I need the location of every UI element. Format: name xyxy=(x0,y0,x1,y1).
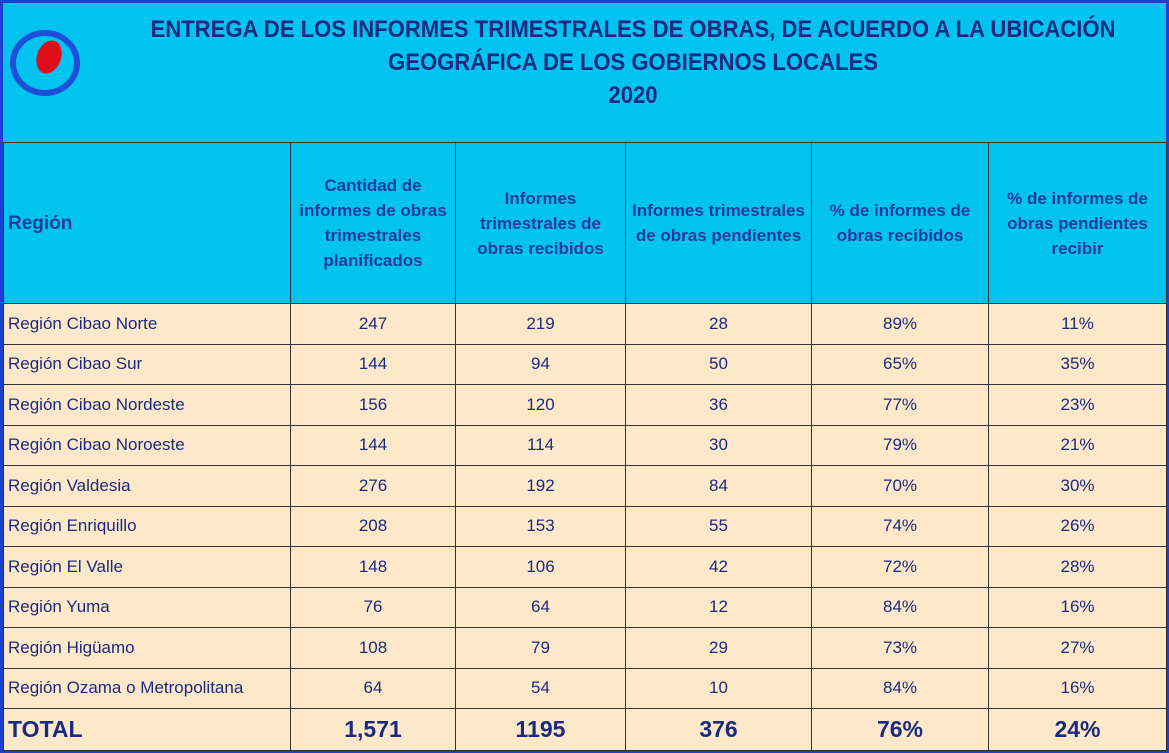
cell: 247 xyxy=(290,303,456,345)
table: Región Cantidad de informes de obras trim… xyxy=(3,142,1167,751)
column-header: % de informes de obras recibidos xyxy=(811,142,989,304)
cell: 73% xyxy=(811,627,989,669)
cell: Región Yuma xyxy=(3,586,291,628)
cell: 76 xyxy=(290,586,456,628)
cell: 64 xyxy=(455,586,626,628)
column-header: Cantidad de informes de obras trimestral… xyxy=(290,142,456,304)
total-row: TOTAL 1,571 1195 376 76% 24% xyxy=(3,708,1167,751)
cell: 55 xyxy=(625,505,812,547)
row: Región Cibao Norte 247 219 28 89% 11% xyxy=(3,303,1167,345)
logo xyxy=(10,30,80,96)
cell: 84% xyxy=(811,667,989,709)
cell: 208 xyxy=(290,505,456,547)
cell: 108 xyxy=(290,627,456,669)
cell: 28 xyxy=(625,303,812,345)
total-cell: 24% xyxy=(988,708,1167,751)
row: Región Enriquillo 208 153 55 74% 26% xyxy=(3,505,1167,547)
logo-ring xyxy=(10,30,80,96)
title-line: ENTREGA DE LOS INFORMES TRIMESTRALES DE … xyxy=(150,16,1116,43)
total-cell: 76% xyxy=(811,708,989,751)
cell: 106 xyxy=(455,546,626,588)
cell: 28% xyxy=(988,546,1167,588)
cell: 89% xyxy=(811,303,989,345)
row: Región El Valle 148 106 42 72% 28% xyxy=(3,546,1167,588)
row: Región Cibao Nordeste 156 120 36 77% 23% xyxy=(3,384,1167,426)
total-cell: TOTAL xyxy=(3,708,291,751)
cell: Región Higüamo xyxy=(3,627,291,669)
cell: 35% xyxy=(988,343,1167,385)
cell: Región Cibao Sur xyxy=(3,343,291,385)
column-header: Informes trimestrales de obras pendiente… xyxy=(625,142,812,304)
column-header: % de informes de obras pendientes recibi… xyxy=(988,142,1167,304)
cell: 21% xyxy=(988,424,1167,466)
cell: 120 xyxy=(455,384,626,426)
logo-dot xyxy=(36,40,62,74)
cell: 36 xyxy=(625,384,812,426)
cell: 74% xyxy=(811,505,989,547)
cell: 11% xyxy=(988,303,1167,345)
title-line: GEOGRÁFICA DE LOS GOBIERNOS LOCALES xyxy=(388,49,878,76)
cell: 26% xyxy=(988,505,1167,547)
column-header: Informes trimestrales de obras recibidos xyxy=(455,142,626,304)
cell: Región Ozama o Metropolitana xyxy=(3,667,291,709)
cell: Región Cibao Nordeste xyxy=(3,384,291,426)
cell: 16% xyxy=(988,586,1167,628)
cell: 12 xyxy=(625,586,812,628)
row: Región Yuma 76 64 12 84% 16% xyxy=(3,586,1167,628)
cell: 219 xyxy=(455,303,626,345)
title: ENTREGA DE LOS INFORMES TRIMESTRALES DE … xyxy=(145,13,1120,112)
cell: 114 xyxy=(455,424,626,466)
cell: 64 xyxy=(290,667,456,709)
cell: 84% xyxy=(811,586,989,628)
cell: 79 xyxy=(455,627,626,669)
cell: 10 xyxy=(625,667,812,709)
cell: 77% xyxy=(811,384,989,426)
cell: 276 xyxy=(290,465,456,507)
title-line: 2020 xyxy=(608,82,658,109)
cell: 54 xyxy=(455,667,626,709)
cell: 23% xyxy=(988,384,1167,426)
cell: 42 xyxy=(625,546,812,588)
cell: 30% xyxy=(988,465,1167,507)
total-cell: 376 xyxy=(625,708,812,751)
row: Región Ozama o Metropolitana 64 54 10 84% 16% xyxy=(3,667,1167,709)
header-row: Región Cantidad de informes de obras trim… xyxy=(3,142,1167,304)
cell: 79% xyxy=(811,424,989,466)
cell: 70% xyxy=(811,465,989,507)
cell: 50 xyxy=(625,343,812,385)
cell: 84 xyxy=(625,465,812,507)
cell: Región Valdesia xyxy=(3,465,291,507)
cell: 192 xyxy=(455,465,626,507)
row: Región Higüamo 108 79 29 73% 27% xyxy=(3,627,1167,669)
cell: 148 xyxy=(290,546,456,588)
cell: 30 xyxy=(625,424,812,466)
total-cell: 1,571 xyxy=(290,708,456,751)
column-header: Región xyxy=(3,142,291,304)
cell: 144 xyxy=(290,343,456,385)
total-cell: 1195 xyxy=(455,708,626,751)
cell: 27% xyxy=(988,627,1167,669)
cell: Región Enriquillo xyxy=(3,505,291,547)
row: Región Valdesia 276 192 84 70% 30% xyxy=(3,465,1167,507)
cell: 72% xyxy=(811,546,989,588)
cell: 65% xyxy=(811,343,989,385)
cell: 94 xyxy=(455,343,626,385)
row: Región Cibao Noroeste 144 114 30 79% 21% xyxy=(3,424,1167,466)
title-bar: ENTREGA DE LOS INFORMES TRIMESTRALES DE … xyxy=(3,3,1166,139)
cell: 16% xyxy=(988,667,1167,709)
row: Región Cibao Sur 144 94 50 65% 35% xyxy=(3,343,1167,385)
cell: Región Cibao Norte xyxy=(3,303,291,345)
cell: Región Cibao Noroeste xyxy=(3,424,291,466)
cell: 156 xyxy=(290,384,456,426)
cell: Región El Valle xyxy=(3,546,291,588)
cell: 153 xyxy=(455,505,626,547)
cell: 29 xyxy=(625,627,812,669)
cell: 144 xyxy=(290,424,456,466)
